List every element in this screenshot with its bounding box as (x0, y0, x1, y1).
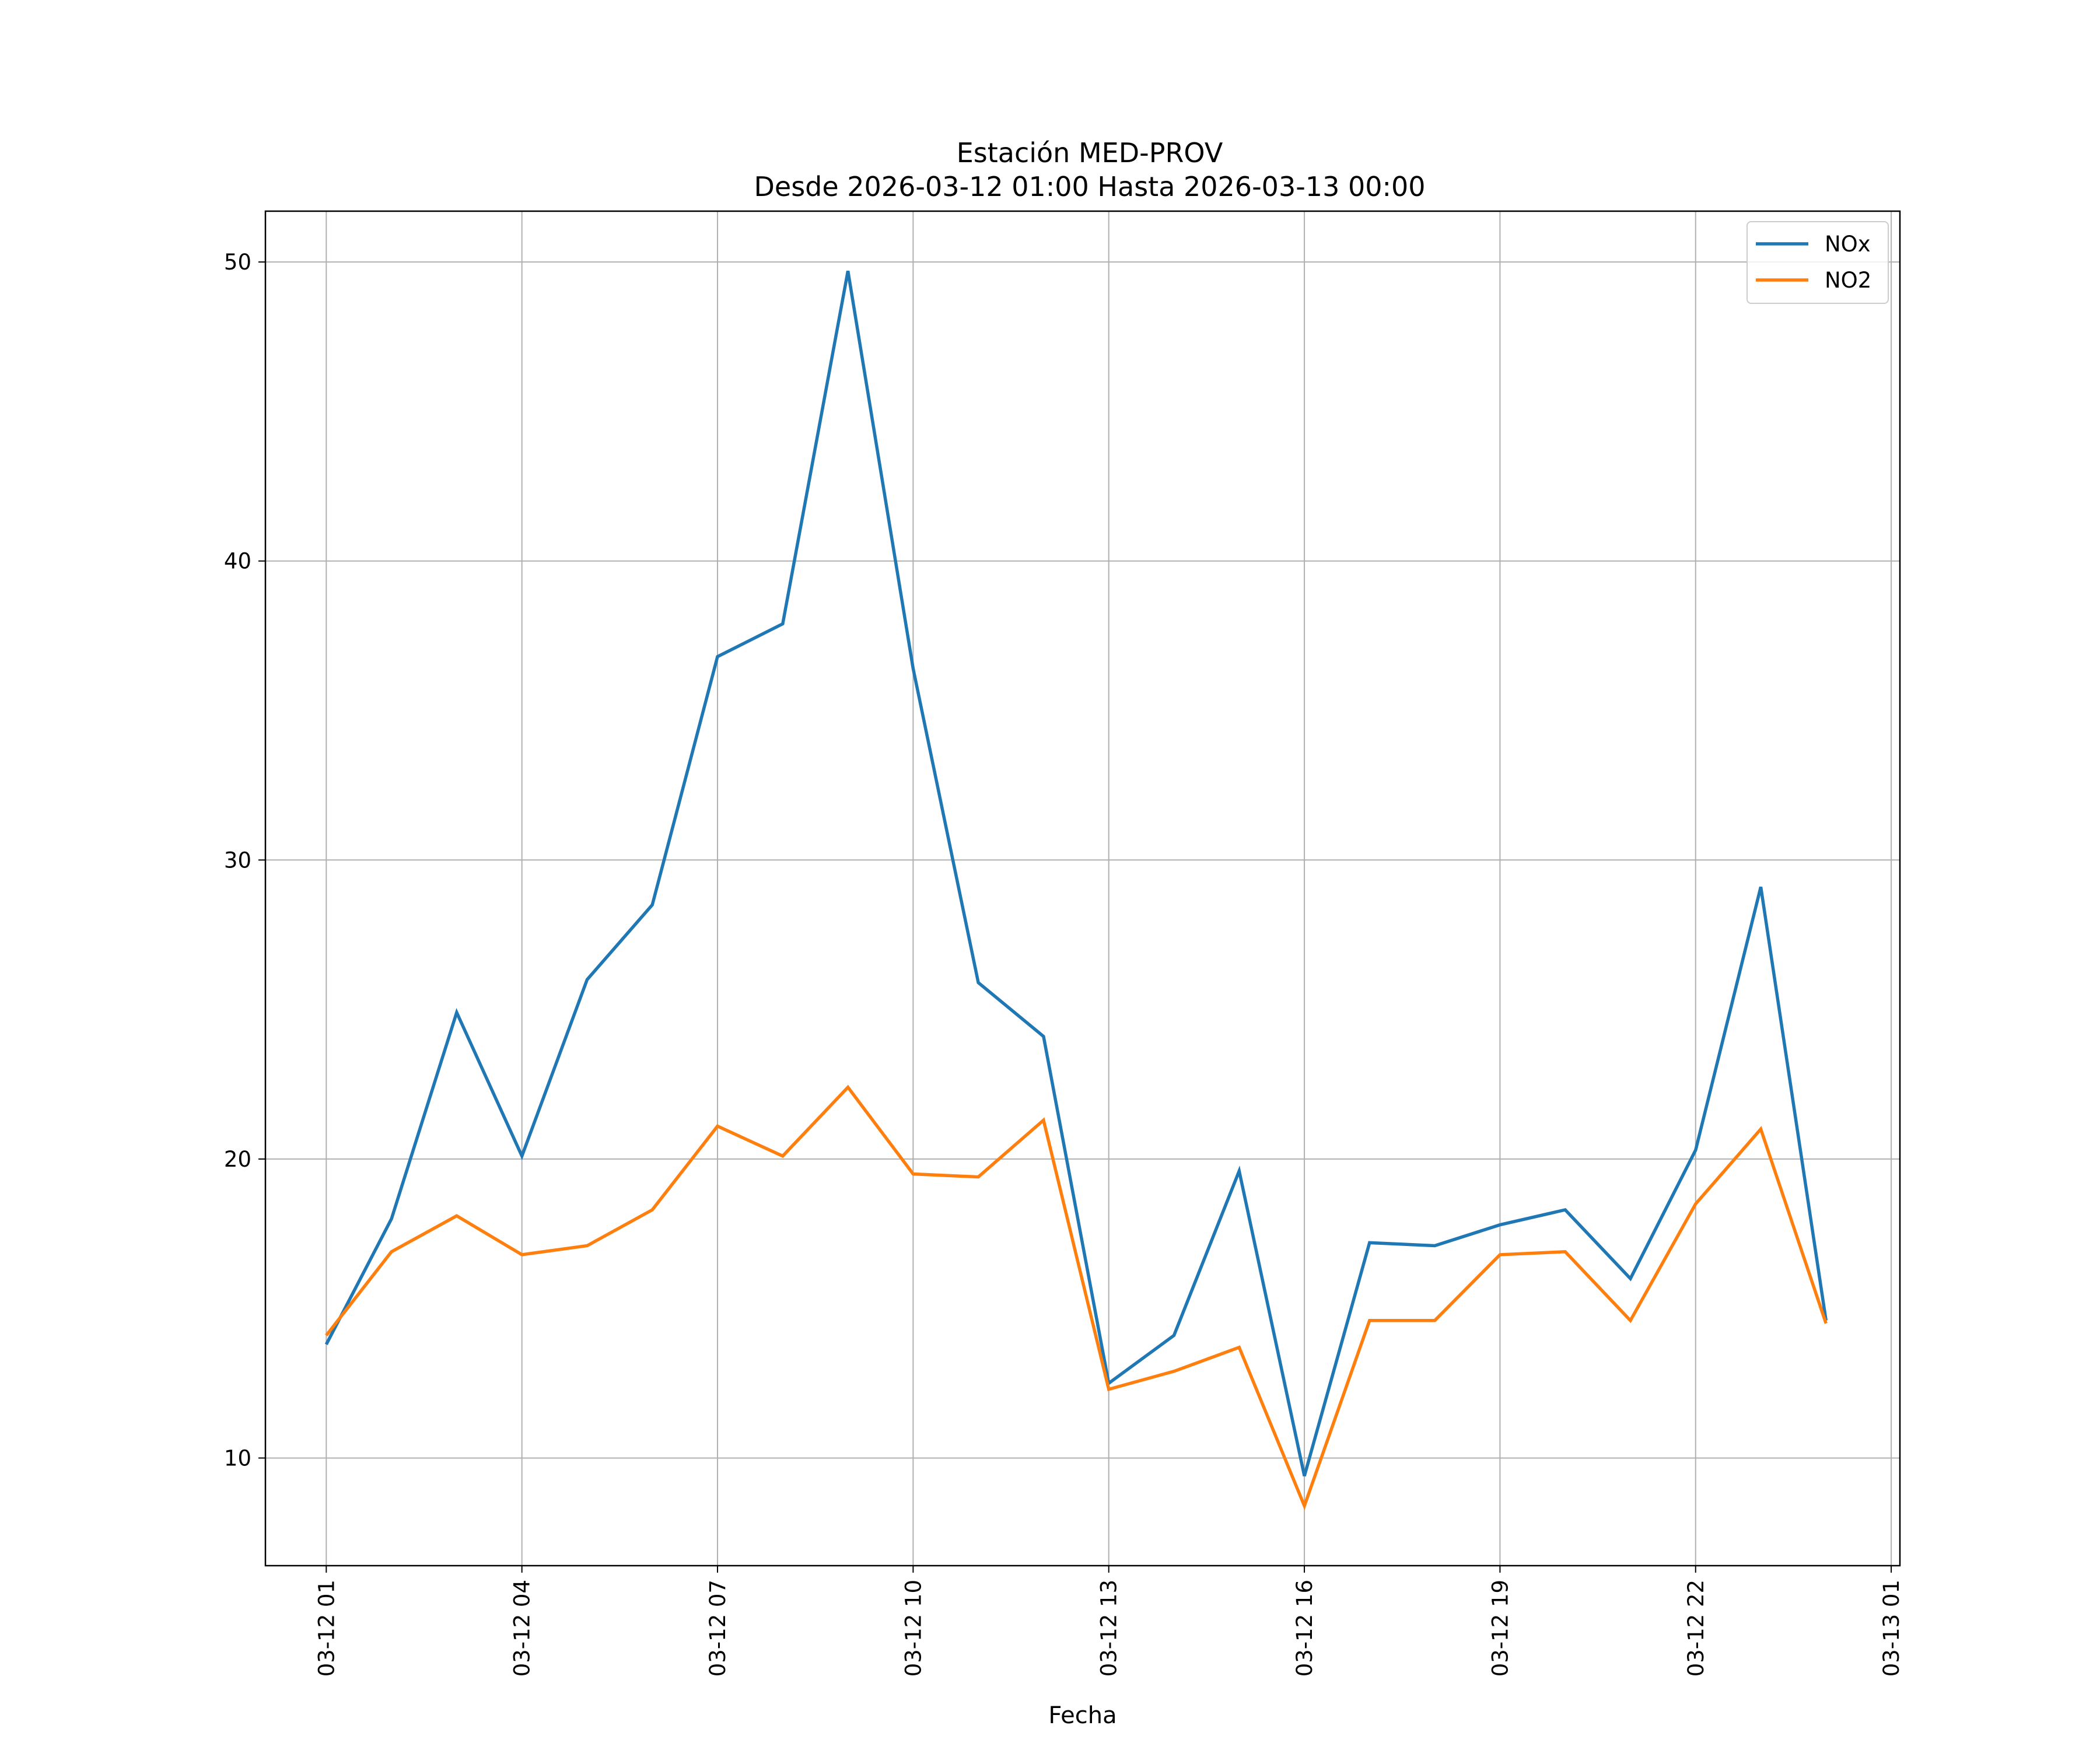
y-tick-label: 40 (224, 549, 251, 574)
series-line-nox (324, 271, 1828, 1476)
legend-label-nox: NOx (1825, 232, 1871, 257)
x-axis: 03-12 01 03-12 04 03-12 07 03-12 10 03-12 13… (314, 1566, 1904, 1676)
y-tick-label: 30 (224, 848, 251, 873)
x-tick-label: 03-12 04 (510, 1580, 535, 1676)
legend: NOx NO2 (1746, 221, 1889, 304)
chart-title: Estación MED-PROV (957, 137, 1223, 169)
x-tick-label: 03-12 07 (705, 1580, 730, 1676)
x-tick-label: 03-12 10 (901, 1580, 926, 1676)
y-axis: 10 20 30 40 50 (224, 250, 265, 1471)
y-tick-label: 10 (224, 1446, 251, 1471)
legend-box (1746, 221, 1889, 304)
x-tick-label: 03-12 13 (1097, 1580, 1122, 1676)
x-tick-label: 03-12 01 (314, 1580, 339, 1676)
series-line-no2 (325, 1084, 1828, 1511)
x-tick-label: 03-12 19 (1488, 1580, 1513, 1676)
chart-subtitle: Desde 2026-03-12 01:00 Hasta 2026-03-13 … (754, 171, 1425, 202)
y-tick-label: 50 (224, 250, 251, 275)
series-lines (324, 271, 1828, 1511)
x-tick-label: 03-12 16 (1292, 1580, 1317, 1676)
x-axis-label: Fecha (1048, 1702, 1116, 1729)
x-tick-label: 03-12 22 (1684, 1580, 1709, 1676)
legend-label-no2: NO2 (1825, 268, 1871, 293)
y-tick-label: 20 (224, 1147, 251, 1172)
plot-frame (264, 210, 1901, 1567)
x-tick-label: 03-13 01 (1879, 1580, 1904, 1676)
grid (265, 211, 1900, 1566)
